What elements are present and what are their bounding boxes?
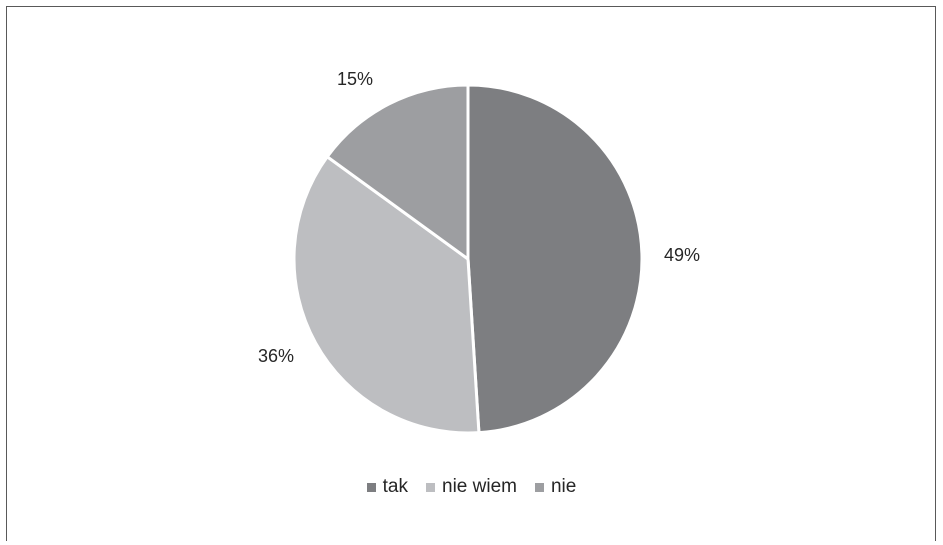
data-label-nie-wiem: 36% [258, 346, 294, 366]
legend-label-tak: tak [382, 476, 408, 497]
data-label-tak: 49% [664, 245, 700, 265]
data-label-nie: 15% [337, 69, 373, 89]
legend-item-nie-wiem: nie wiem [426, 476, 517, 498]
legend-swatch-nie [534, 482, 544, 492]
legend-item-nie: nie [534, 476, 577, 498]
pie-slice-tak [466, 83, 644, 435]
legend: tak nie wiem nie [0, 476, 943, 498]
legend-item-tak: tak [366, 476, 408, 498]
legend-swatch-tak [366, 482, 376, 492]
pie-slices [292, 83, 644, 435]
pie-slice-nie-wiem [292, 154, 481, 435]
legend-label-nie-wiem: nie wiem [442, 476, 517, 497]
pie-data-labels: 49% 36% 15% [258, 69, 700, 366]
legend-label-nie: nie [550, 476, 577, 497]
legend-swatch-nie-wiem [426, 482, 435, 492]
pie-slice-nie [325, 83, 470, 262]
